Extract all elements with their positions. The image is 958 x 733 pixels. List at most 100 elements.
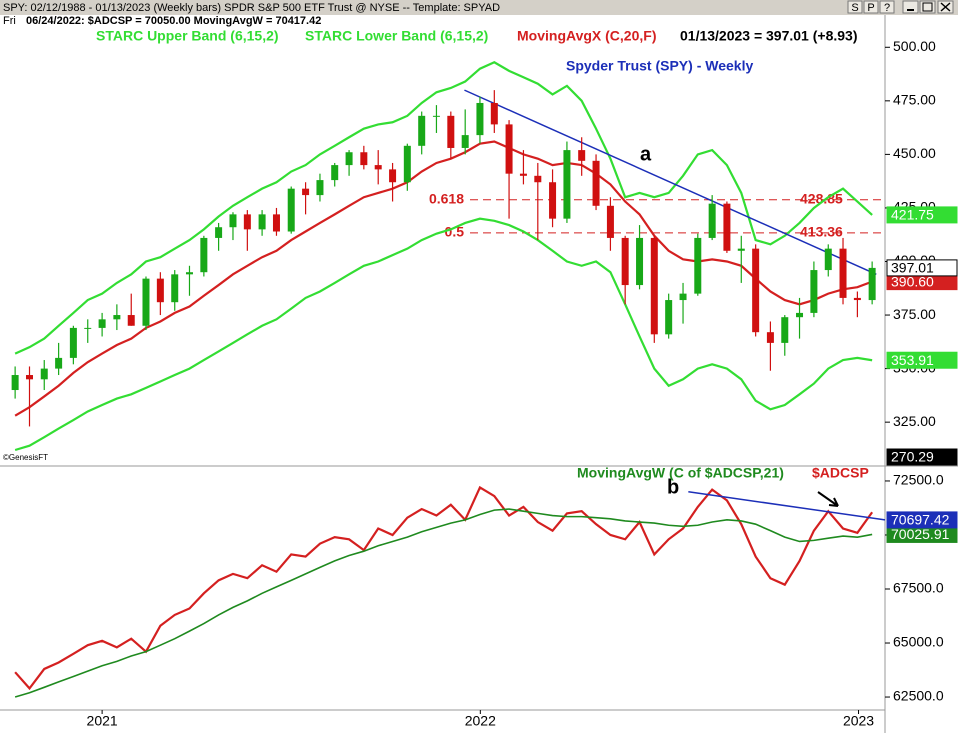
candle-body — [781, 317, 789, 343]
candle-body — [606, 205, 614, 238]
candle-body — [142, 278, 150, 326]
candle-body — [345, 152, 353, 166]
candle-body — [853, 297, 861, 301]
candle-body — [200, 237, 208, 273]
maximize-icon — [922, 2, 933, 12]
candle-body — [621, 237, 629, 286]
window-buttons[interactable]: S P ? — [847, 0, 954, 14]
value-tag-label: 70697.42 — [891, 512, 950, 528]
info-line: 06/24/2022: $ADCSP = 70050.00 MovingAvgW… — [26, 15, 321, 27]
value-tag — [886, 448, 958, 466]
trend-line — [688, 491, 886, 521]
y-tick-label: 500.00 — [893, 38, 936, 54]
candle-body — [578, 150, 586, 161]
button-p[interactable] — [863, 0, 879, 14]
candle-body — [26, 375, 33, 380]
y-tick-label: 65000.0 — [893, 634, 944, 650]
candle-body — [490, 102, 498, 125]
fib-value: 413.36 — [800, 224, 843, 240]
legend-entry: MovingAvgW (C of $ADCSP,21) — [577, 465, 784, 481]
candle-body — [40, 368, 48, 380]
candle-body — [447, 115, 455, 148]
button-s[interactable] — [847, 0, 863, 14]
candle-body — [461, 135, 469, 148]
candle-body — [287, 188, 295, 232]
candle-body — [215, 227, 223, 238]
value-tag — [886, 511, 958, 529]
button-label[interactable]: ? — [884, 2, 890, 14]
value-tag-label: 70025.91 — [891, 526, 950, 542]
value-tag-label: 270.29 — [891, 449, 934, 465]
price-readout: 01/13/2023 = 397.01 (+8.93) — [680, 28, 857, 44]
legend-entry: STARC Lower Band (6,15,2) — [305, 28, 488, 44]
candle-body — [185, 272, 193, 275]
chart-title: Spyder Trust (SPY) - Weekly — [566, 58, 753, 74]
candle-body — [69, 327, 77, 358]
candle-body — [723, 203, 731, 251]
x-tick-label: 2023 — [843, 713, 874, 729]
close-icon — [940, 2, 951, 12]
value-tag — [886, 259, 958, 277]
candle-body — [331, 165, 339, 181]
series-line — [14, 217, 873, 452]
series-line — [14, 61, 873, 355]
candle-body — [302, 188, 310, 196]
candle-body — [113, 315, 121, 320]
legend-entry: STARC Upper Band (6,15,2) — [96, 28, 279, 44]
candle-body — [534, 175, 542, 183]
plot-layer: 500.00475.00450.00425.00400.00375.00350.… — [11, 38, 958, 729]
credit: ©GenesisFT — [3, 453, 48, 462]
candle-body — [84, 327, 92, 329]
annotation: b — [667, 476, 679, 498]
info-day: Fri — [3, 15, 16, 27]
value-tag — [886, 351, 958, 369]
candle-body — [229, 214, 237, 228]
arrow — [817, 491, 839, 507]
candle-body — [316, 180, 324, 196]
candle-body — [519, 173, 527, 176]
candle-body — [708, 203, 716, 238]
value-tag — [886, 206, 958, 224]
candle-body — [563, 150, 571, 219]
y-tick-label: 450.00 — [893, 145, 936, 161]
candle-body — [403, 145, 411, 183]
button-label[interactable]: P — [867, 2, 874, 14]
candle-body — [679, 293, 687, 301]
button-help[interactable] — [879, 0, 895, 14]
trend-line — [464, 89, 877, 276]
minimize-button[interactable] — [902, 0, 919, 14]
candle-body — [505, 124, 513, 174]
candle-body — [476, 102, 484, 136]
maximize-button[interactable] — [919, 0, 936, 14]
candle-body — [636, 237, 644, 286]
candle-body — [824, 248, 832, 271]
x-tick-label: 2022 — [465, 713, 496, 729]
value-tag-label: 397.01 — [891, 260, 934, 276]
candle-body — [432, 115, 440, 117]
candle-body — [549, 182, 557, 219]
candle-body — [55, 357, 63, 369]
candle-body — [737, 248, 745, 251]
candle-body — [98, 319, 106, 328]
candle-body — [156, 278, 164, 303]
candle-body — [272, 214, 280, 232]
window-title: SPY: 02/12/1988 - 01/13/2023 (Weekly bar… — [3, 2, 500, 14]
candle-body — [258, 214, 266, 230]
button-label[interactable]: S — [851, 2, 858, 14]
candle-body — [418, 115, 426, 146]
series-line — [14, 140, 873, 417]
title-bar — [0, 0, 958, 15]
y-tick-label: 475.00 — [893, 92, 936, 108]
value-tag-label: 353.91 — [891, 352, 934, 368]
y-tick-label: 325.00 — [893, 413, 936, 429]
candle-body — [796, 312, 804, 318]
candle-body — [810, 270, 818, 313]
candle-body — [868, 267, 876, 301]
candle-body — [592, 160, 600, 206]
legend-entry: $ADCSP — [812, 465, 869, 481]
candle-body — [374, 165, 382, 170]
y-tick-label: 375.00 — [893, 306, 936, 322]
candle-body — [360, 152, 368, 166]
fib-label: 0.618 — [429, 190, 464, 206]
